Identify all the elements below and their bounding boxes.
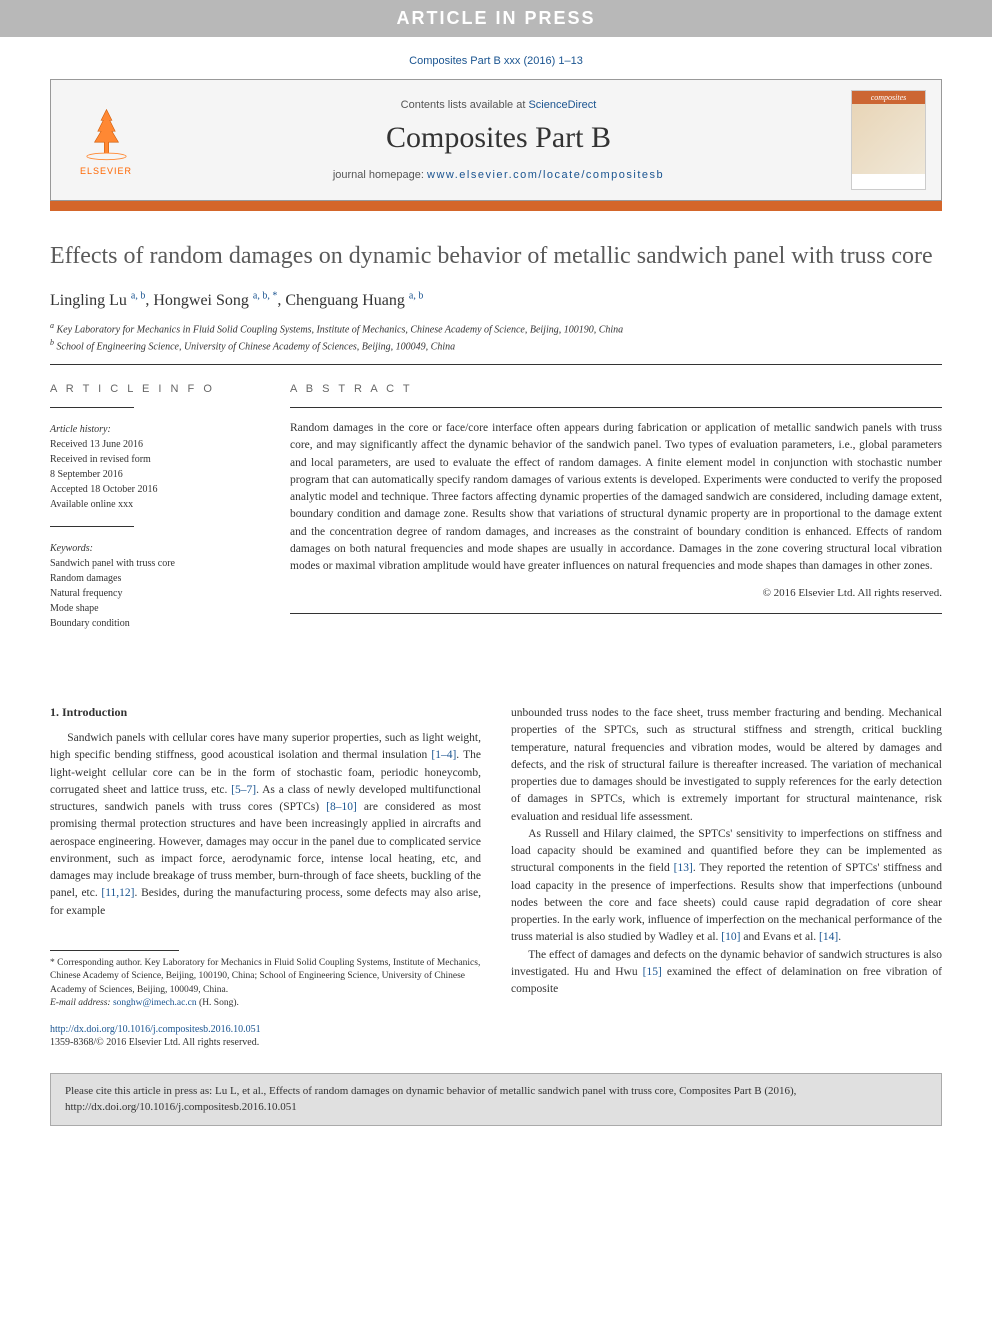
history-line-1: Received 13 June 2016 [50,437,260,452]
article-history-block: Article history: Received 13 June 2016 R… [50,422,260,512]
ref-13[interactable]: [13] [674,862,693,874]
affiliation-b: b School of Engineering Science, Univers… [50,337,942,354]
history-line-3: 8 September 2016 [50,467,260,482]
article-title: Effects of random damages on dynamic beh… [50,241,942,272]
intro-paragraph-3: The effect of damages and defects on the… [511,947,942,999]
history-label: Article history: [50,422,260,437]
abstract-column: A B S T R A C T Random damages in the co… [290,383,942,645]
top-citation: Composites Part B xxx (2016) 1–13 [0,37,992,79]
ref-11-12[interactable]: [11,12] [101,887,134,899]
contents-available-line: Contents lists available at ScienceDirec… [161,99,836,111]
keywords-label: Keywords: [50,541,260,556]
abstract-bottom-rule [290,613,942,614]
author-list: Lingling Lu a, b, Hongwei Song a, b, *, … [50,290,942,309]
article-info-column: A R T I C L E I N F O Article history: R… [50,383,260,645]
affiliation-a: a Key Laboratory for Mechanics in Fluid … [50,320,942,337]
keyword-5: Boundary condition [50,616,260,631]
ref-10b[interactable]: [10] [721,931,740,943]
issn-copyright: 1359-8368/© 2016 Elsevier Ltd. All right… [50,1037,481,1048]
ref-14[interactable]: [14] [819,931,838,943]
abstract-heading: A B S T R A C T [290,383,942,395]
journal-header-box: ELSEVIER Contents lists available at Sci… [50,79,942,201]
ref-5-7[interactable]: [5–7] [231,784,256,796]
elsevier-label: ELSEVIER [80,166,132,176]
corresponding-author-footnote: * Corresponding author. Key Laboratory f… [50,957,481,1010]
footnote-rule [50,950,179,951]
cover-title-label: composites [852,91,925,104]
email-suffix: (H. Song). [197,998,239,1008]
article-info-heading: A R T I C L E I N F O [50,383,260,395]
email-label: E-mail address: [50,998,113,1008]
abstract-copyright: © 2016 Elsevier Ltd. All rights reserved… [290,587,942,599]
history-line-2: Received in revised form [50,452,260,467]
contents-prefix: Contents lists available at [401,99,529,111]
intro-paragraph-1-cont: unbounded truss nodes to the face sheet,… [511,705,942,826]
intro-paragraph-1: Sandwich panels with cellular cores have… [50,730,481,920]
author-2: Hongwei Song a, b, * [153,292,277,309]
author-3: Chenguang Huang a, b [285,292,423,309]
homepage-link[interactable]: www.elsevier.com/locate/compositesb [427,169,664,181]
homepage-line: journal homepage: www.elsevier.com/locat… [161,169,836,181]
ref-1-4[interactable]: [1–4] [431,749,456,761]
sciencedirect-link[interactable]: ScienceDirect [528,99,596,111]
email-link[interactable]: songhw@imech.ac.cn [113,998,197,1008]
info-rule-2 [50,526,134,527]
keyword-2: Random damages [50,571,260,586]
keywords-block: Keywords: Sandwich panel with truss core… [50,541,260,631]
section-1-heading: 1. Introduction [50,705,481,720]
journal-cover-thumbnail: composites [851,90,926,190]
body-column-right: unbounded truss nodes to the face sheet,… [511,705,942,1048]
article-in-press-banner: ARTICLE IN PRESS [0,0,992,37]
journal-name: Composites Part B [161,121,836,155]
elsevier-logo: ELSEVIER [66,95,146,185]
keyword-3: Natural frequency [50,586,260,601]
email-line: E-mail address: songhw@imech.ac.cn (H. S… [50,997,481,1010]
info-rule [50,407,134,408]
abstract-rule [290,407,942,408]
elsevier-tree-icon [79,104,134,164]
footer-meta: http://dx.doi.org/10.1016/j.compositesb.… [50,1024,481,1048]
body-column-left: 1. Introduction Sandwich panels with cel… [50,705,481,1048]
accent-bar [50,201,942,211]
homepage-prefix: journal homepage: [333,169,427,181]
intro-paragraph-2: As Russell and Hilary claimed, the SPTCs… [511,826,942,947]
cite-this-article-box: Please cite this article in press as: Lu… [50,1073,942,1126]
abstract-text: Random damages in the core or face/core … [290,420,942,575]
corresp-text: * Corresponding author. Key Laboratory f… [50,957,481,997]
history-line-5: Available online xxx [50,497,260,512]
keyword-1: Sandwich panel with truss core [50,556,260,571]
ref-15[interactable]: [15] [643,966,662,978]
author-1: Lingling Lu a, b [50,292,145,309]
doi-link[interactable]: http://dx.doi.org/10.1016/j.compositesb.… [50,1024,481,1035]
body-columns: 1. Introduction Sandwich panels with cel… [50,705,942,1048]
divider-rule [50,364,942,365]
ref-8-10[interactable]: [8–10] [326,801,357,813]
affiliations: a Key Laboratory for Mechanics in Fluid … [50,320,942,355]
keyword-4: Mode shape [50,601,260,616]
history-line-4: Accepted 18 October 2016 [50,482,260,497]
